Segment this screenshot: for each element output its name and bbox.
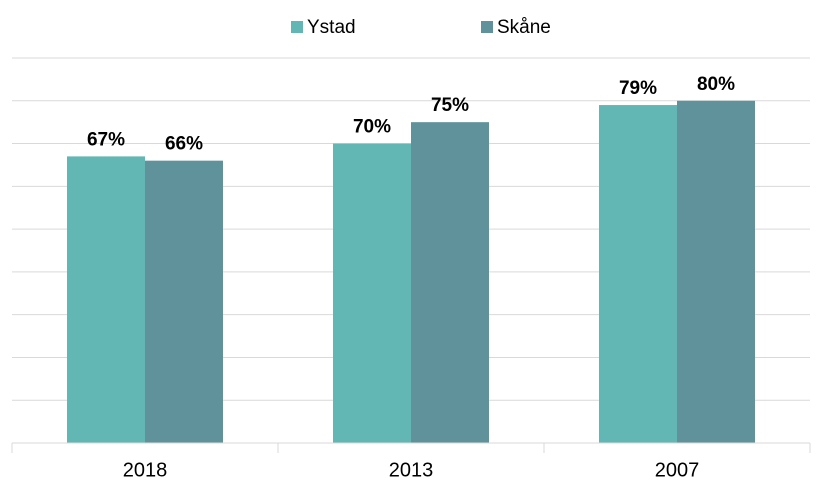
legend-swatch [481,21,493,33]
x-tick-label: 2018 [123,459,168,481]
x-tick-label: 2007 [655,459,700,481]
bar [145,160,223,443]
value-label: 75% [431,95,469,116]
x-tick-label: 2013 [389,459,434,481]
value-label: 66% [165,134,203,155]
legend-swatch [291,21,303,33]
bar [333,143,411,444]
legend-label: Ystad [307,17,356,38]
value-label: 79% [619,78,657,99]
bar [411,122,489,444]
value-label: 67% [87,129,125,150]
bar [677,100,755,444]
value-label: 80% [697,74,735,95]
legend-label: Skåne [497,17,551,38]
value-label: 70% [353,117,391,138]
bar [599,105,677,444]
bar [67,156,145,443]
